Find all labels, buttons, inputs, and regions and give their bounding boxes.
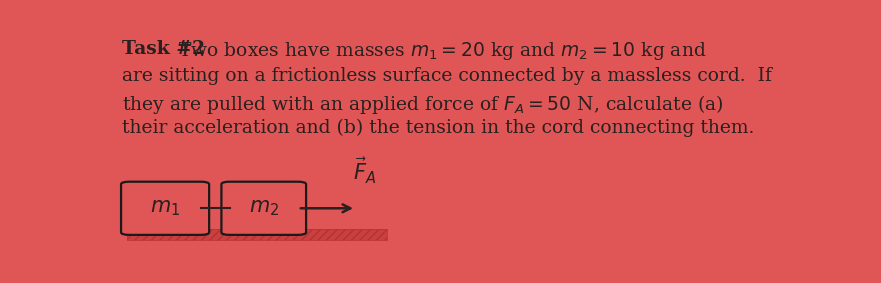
Bar xyxy=(127,229,387,240)
Text: they are pulled with an applied force of $F_A = 50$ N, calculate (a): they are pulled with an applied force of… xyxy=(122,93,724,116)
Bar xyxy=(127,229,387,240)
Text: their acceleration and (b) the tension in the cord connecting them.: their acceleration and (b) the tension i… xyxy=(122,119,755,137)
Text: $m_2$: $m_2$ xyxy=(248,198,279,218)
FancyBboxPatch shape xyxy=(221,182,306,235)
Text: Task #2: Task #2 xyxy=(122,40,205,59)
Text: $m_1$: $m_1$ xyxy=(150,198,181,218)
FancyBboxPatch shape xyxy=(121,182,209,235)
Text: are sitting on a frictionless surface connected by a massless cord.  If: are sitting on a frictionless surface co… xyxy=(122,67,773,85)
Text: Two boxes have masses $m_1 = 20$ kg and $m_2 = 10$ kg and: Two boxes have masses $m_1 = 20$ kg and … xyxy=(178,40,707,63)
Text: $\vec{F}_A$: $\vec{F}_A$ xyxy=(352,156,375,186)
